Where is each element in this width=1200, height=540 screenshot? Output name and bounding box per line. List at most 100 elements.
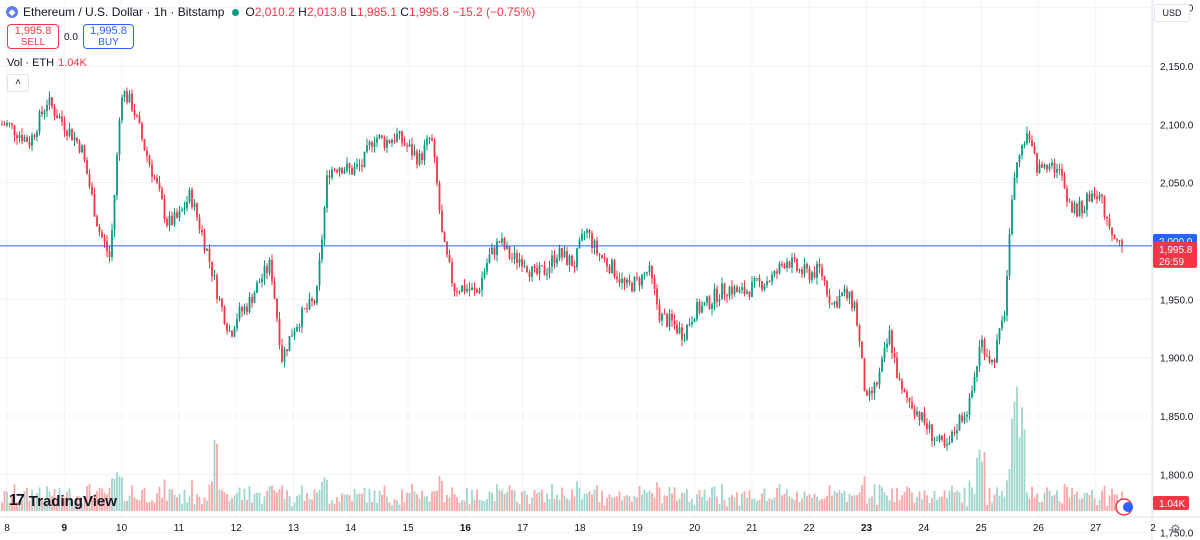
volume-bar [953, 492, 956, 511]
buy-button[interactable]: 1,995.8 BUY [83, 24, 134, 49]
candle-body [601, 255, 603, 258]
candle-body [561, 247, 563, 258]
volume-bar [1086, 492, 1088, 511]
volume-bar [711, 487, 713, 511]
volume-bar [551, 483, 553, 511]
candle-body [821, 267, 823, 277]
candle-body [226, 324, 228, 331]
candle-body [673, 320, 676, 325]
candle-body [946, 444, 948, 446]
volume-legend[interactable]: Vol · ETH 1.04K [7, 57, 87, 69]
volume-bar [251, 502, 253, 511]
candle-body [368, 142, 371, 146]
volume-bar [321, 481, 323, 511]
candle-body [991, 359, 993, 363]
sell-button[interactable]: 1,995.8 SELL [7, 24, 59, 49]
candle-body [136, 115, 138, 117]
tradingview-logo-icon: 17 [9, 492, 25, 509]
candle-body [436, 157, 438, 184]
volume-bar [26, 487, 28, 511]
candle-body [336, 169, 338, 173]
candle-body [1003, 315, 1006, 321]
candle-body [188, 189, 191, 202]
symbol-title[interactable]: Ethereum / U.S. Dollar · 1h · Bitstamp [23, 5, 225, 19]
candle-body [131, 93, 133, 111]
volume-bar [616, 496, 618, 511]
candle-body [471, 287, 473, 291]
volume-bar [1018, 437, 1021, 511]
volume-bar [768, 498, 771, 511]
collapse-legend-button[interactable]: ˄ [7, 74, 29, 92]
candle-body [546, 273, 548, 275]
currency-button[interactable]: USD [1154, 4, 1190, 22]
volume-bar [743, 491, 746, 511]
candle-body [568, 255, 571, 266]
candle-body [508, 245, 511, 259]
candle-body [1073, 203, 1076, 213]
candle-body [891, 330, 893, 353]
candle-body [256, 282, 258, 293]
volume-bar [603, 505, 606, 511]
candle-body [293, 331, 296, 336]
ohlc-values: O2,010.2 H2,013.8 L1,985.1 C1,995.8 −15.… [245, 5, 535, 19]
candle-body [791, 257, 793, 268]
volume-bar [588, 491, 591, 511]
volume-bar [591, 494, 593, 511]
volume-bar [276, 492, 278, 511]
candle-body [91, 186, 93, 195]
volume-bar [973, 493, 976, 511]
tradingview-logo-text: TradingView [28, 492, 117, 510]
volume-bar [78, 496, 81, 511]
candle-body [903, 389, 906, 392]
volume-bar [1066, 486, 1068, 511]
candle-body [871, 390, 873, 394]
candle-body [523, 266, 526, 268]
volume-bar [433, 490, 436, 511]
volume-bar [338, 501, 341, 511]
volume-bar [1083, 493, 1086, 511]
candle-body [483, 271, 486, 278]
candle-body [683, 339, 686, 341]
volume-bar [43, 503, 46, 511]
candle-body [926, 423, 928, 430]
candle-body [606, 258, 608, 267]
candle-body [503, 238, 506, 249]
volume-bar [346, 494, 348, 511]
candle-body [596, 240, 598, 254]
volume-bar [921, 499, 923, 511]
time-tick-label: 17 [517, 523, 529, 534]
candle-body [146, 150, 148, 156]
symbol-header: ◆ Ethereum / U.S. Dollar · 1h · Bitstamp… [6, 4, 535, 20]
candle-body [451, 262, 453, 284]
candle-body [353, 166, 356, 175]
candle-body [738, 289, 741, 292]
volume-bar [161, 497, 163, 511]
volume-bar [138, 500, 141, 511]
volume-bar [431, 491, 433, 511]
settings-gear-icon[interactable]: ⚙ [1170, 522, 1181, 536]
volume-bar [271, 485, 273, 511]
tradingview-logo[interactable]: 17 TradingView [9, 492, 117, 510]
candle-body [1033, 146, 1036, 154]
candle-body [18, 135, 21, 139]
volume-bar [846, 501, 848, 511]
candle-body [1038, 164, 1041, 173]
volume-bar [618, 491, 621, 511]
candle-body [931, 424, 933, 442]
volume-bar [451, 487, 453, 511]
volume-bar [128, 495, 131, 511]
candle-body [58, 116, 61, 119]
volume-bar [123, 500, 126, 511]
volume-bar [853, 495, 856, 511]
volume-bar [593, 489, 596, 511]
close-value: 1,995.8 [408, 5, 449, 19]
candle-body [571, 255, 573, 267]
volume-bar [228, 500, 231, 511]
candle-body [153, 176, 156, 178]
candle-body [761, 281, 763, 290]
volume-bar [573, 496, 576, 511]
candle-body [796, 259, 798, 271]
volume-bar [253, 493, 256, 511]
candle-body [516, 252, 518, 263]
